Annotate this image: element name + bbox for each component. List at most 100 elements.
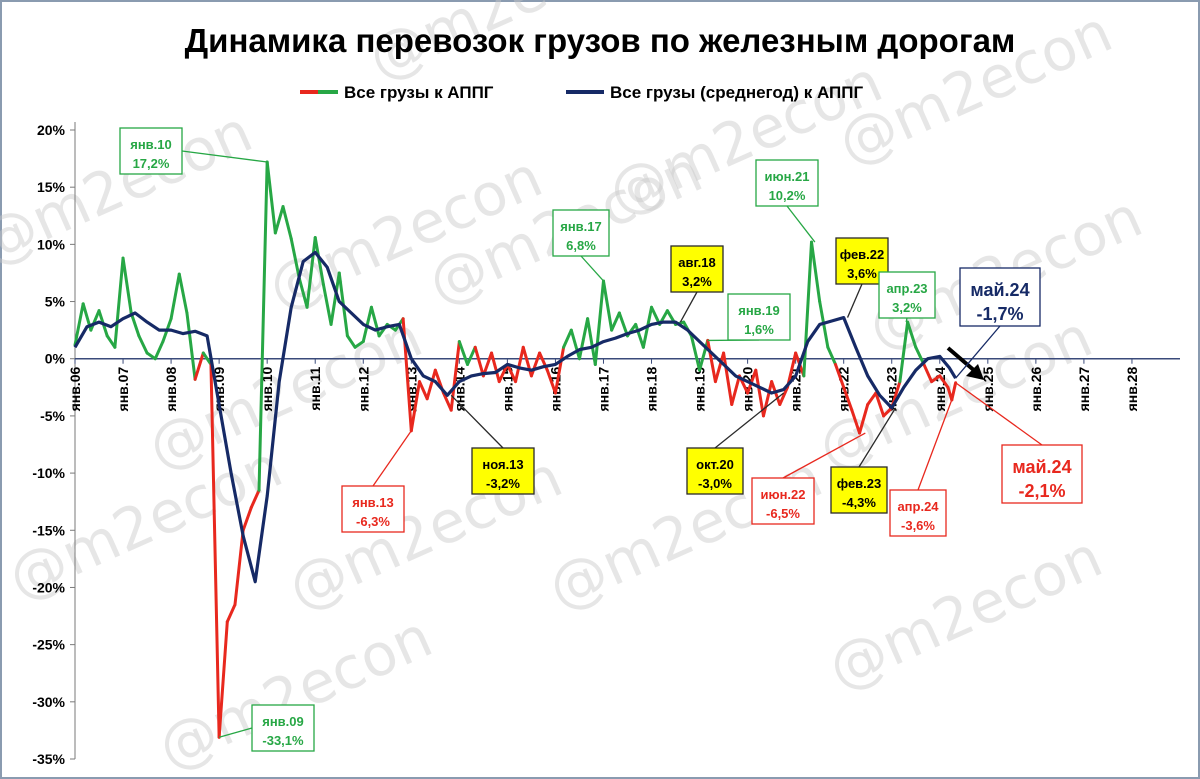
callout-label: апр.23 [886,281,927,296]
series-all-cargo-segment [577,317,590,361]
callout-label: -2,1% [1018,481,1065,501]
callout-leader [786,205,816,243]
series-all-cargo-segment [249,488,261,509]
callout-box [889,489,947,537]
series-all-cargo-segment [153,340,165,361]
series-all-cargo-segment [449,340,461,412]
series-all-cargo-segment [129,311,141,338]
series-all-cargo-segment [169,272,181,321]
callout-label: 17,2% [133,156,170,171]
callout-leader [917,399,953,491]
series-all-cargo-segment [562,328,573,349]
series-all-cargo-segment [201,351,213,366]
data-callout: июн.21 10,2% [755,159,819,243]
series-all-cargo-segment [289,237,301,281]
callout-label: -4,3% [842,495,876,510]
callout-box [959,267,1041,327]
series-all-cargo-segment [177,272,189,315]
series-all-cargo-segment [497,362,509,384]
data-callout: янв.13 -6,3% [341,430,412,533]
y-tick-label: -20% [32,579,65,595]
callout-label: июн.22 [760,487,805,502]
series-all-cargo-segment [193,351,205,381]
series-all-cargo-segment [345,334,357,349]
series-all-cargo-segment [113,256,125,349]
callout-label: фев.23 [837,476,882,491]
series-all-cargo-segment [882,406,894,418]
callout-label: янв.19 [738,303,780,318]
callout-label: фев.22 [840,247,885,262]
series-all-cargo-segment [802,240,814,378]
callout-label: 3,6% [847,266,877,281]
data-callout: апр.24 -3,6% [889,399,953,537]
x-tick-label: янв.15 [499,367,515,412]
callout-label: -3,0% [698,476,732,491]
callout-label: апр.24 [897,499,939,514]
series-all-cargo-segment [529,351,542,378]
series-all-cargo-segment [950,381,958,402]
callout-box [751,477,815,525]
series-all-cargo-segment [874,391,886,418]
series-all-cargo-segment [257,160,269,492]
callout-label: 6,8% [566,238,596,253]
callout-label: янв.17 [560,219,602,234]
series-all-cargo-segment [778,385,789,406]
series-all-cargo-segment [305,236,317,309]
legend-label-all-cargo: Все грузы к АППГ [344,83,494,102]
callout-box [471,447,535,495]
series-avg-line [73,250,957,584]
series-all-cargo-segment [145,351,157,361]
callout-leader [218,727,253,738]
callout-box [830,466,888,514]
callout-box [878,271,936,319]
series-all-cargo-segment [233,528,245,607]
series-all-cargo-segment [466,345,477,366]
series-all-cargo-segment [746,368,758,395]
callout-leader [181,150,268,163]
callout-leader [905,317,908,323]
series-all-cargo-segment [634,322,645,349]
series-all-cargo-segment [281,205,293,241]
callout-label: 3,2% [682,274,712,289]
callout-label: 10,2% [769,188,806,203]
data-callout: янв.19 1,6% [707,293,791,342]
x-tick-label: янв.11 [307,367,323,411]
callout-label: -33,1% [262,733,304,748]
callout-leader [858,407,897,468]
data-callout: янв.17 6,8% [552,209,610,282]
callout-label: ноя.13 [482,457,523,472]
callout-box [686,447,744,495]
series-all-cargo-segment [754,368,765,418]
series-all-cargo-segment [545,368,557,395]
callout-box [755,159,819,207]
x-tick-label: янв.19 [692,367,708,412]
callout-label: -6,3% [356,514,390,529]
series-all-cargo-segment [217,620,229,739]
callout-leader [955,325,1001,379]
callout-label: май.24 [970,280,1029,300]
data-callout: май.24 -2,1% [955,382,1083,504]
y-tick-label: -5% [40,408,65,424]
callout-box [1001,444,1083,504]
data-callout: янв.09 -33,1% [218,704,315,752]
y-axis: 20% 15% 10% 5% 0% -5% -10% -15% -20% -25% -30% -35% [32,122,76,767]
x-tick-label: янв.21 [788,367,804,412]
x-tick-label: янв.17 [595,367,611,412]
callout-box [119,127,183,175]
series-all-cargo-segment [586,317,597,366]
callout-box [727,293,791,341]
series-all-cargo-segment [137,334,149,355]
data-callout: июн.22 -6,5% [751,432,866,525]
data-callout: фев.23 -4,3% [830,407,897,514]
callout-label: янв.13 [352,495,394,510]
series-all-cargo-segment [473,345,485,378]
data-callout: окт.20 -3,0% [686,392,785,495]
legend: Все грузы к АППГ Все грузы (среднегод) к… [300,83,863,102]
y-tick-label: 20% [37,122,66,138]
watermark-text: @m2econ [148,602,442,779]
callout-label: окт.20 [696,457,734,472]
callout-label: -6,5% [766,506,800,521]
series-all-cargo-segment [826,345,838,366]
y-tick-label: 5% [45,294,66,310]
